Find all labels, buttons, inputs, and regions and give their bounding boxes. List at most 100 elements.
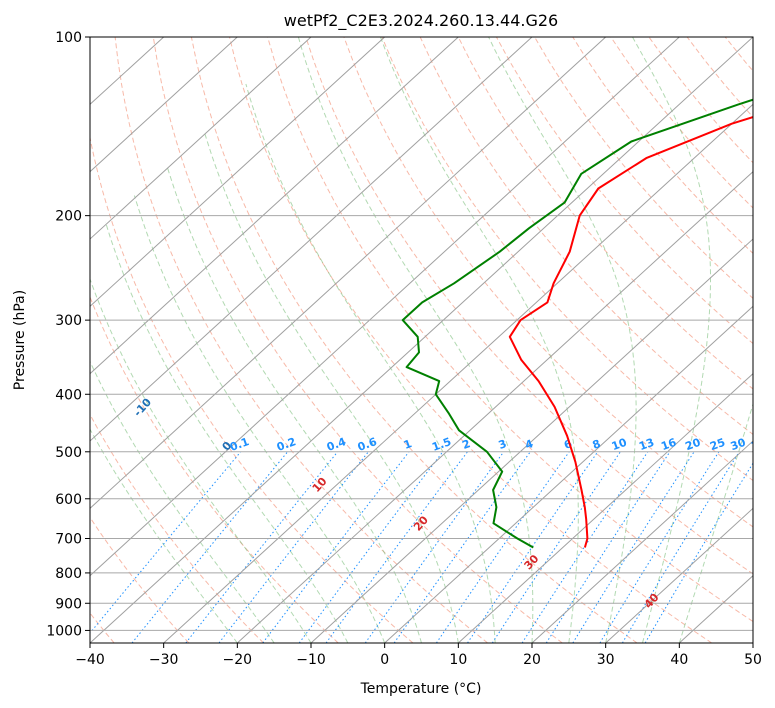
- reference-labels: 0.10.20.40.611.52346810131620253036-100-…: [0, 318, 768, 611]
- y-axis-label: Pressure (hPa): [12, 290, 28, 390]
- dry-adiabat: [763, 37, 775, 643]
- reference-lines: [90, 37, 775, 643]
- y-tick-label: 600: [55, 492, 82, 508]
- x-tick-label: −20: [223, 652, 253, 668]
- moist-adiabat: [166, 165, 422, 643]
- mixing-ratio-label: 16: [659, 436, 678, 454]
- dry-adiabat: [267, 37, 753, 623]
- x-axis-ticks: −40 −30 −20 −10 0 10 20 30 40 50: [75, 643, 762, 668]
- moist-adiabat: [488, 37, 637, 643]
- isotherm-line: [90, 37, 238, 173]
- moist-adiabat: [245, 83, 496, 643]
- isotherm-line: [90, 37, 607, 510]
- y-tick-label: 100: [55, 30, 82, 46]
- mixing-ratio-label: 25: [708, 436, 727, 453]
- y-axis-ticks: 100 200 300 400 500 600 700 800 900 1000: [46, 30, 90, 639]
- mixing-ratio-label: 1: [402, 437, 414, 452]
- y-tick-label: 400: [55, 387, 82, 403]
- mixing-ratio-line: [521, 451, 649, 643]
- x-tick-label: 20: [523, 652, 541, 668]
- mixing-ratio-label: 36: [749, 436, 768, 454]
- mixing-ratio-line: [131, 451, 288, 643]
- x-tick-label: 0: [380, 652, 389, 668]
- isotherm-line: [457, 372, 753, 643]
- moist-adiabat: [297, 37, 534, 643]
- chart-title: wetPf2_C2E3.2024.260.13.44.G26: [284, 11, 558, 31]
- mixing-ratio-label: 30: [729, 436, 748, 454]
- isotherm-line: [531, 440, 753, 643]
- isotherm-line: [90, 37, 680, 577]
- mixing-ratio-label: 0.2: [275, 435, 298, 454]
- y-tick-label: 1000: [46, 623, 82, 639]
- isotherm-line: [163, 103, 753, 643]
- mixing-ratio-label: 2: [460, 437, 472, 452]
- x-tick-label: −30: [149, 652, 179, 668]
- mixing-ratio-line: [644, 462, 753, 643]
- mixing-ratio-line: [185, 451, 338, 643]
- mixing-ratio-line: [572, 451, 695, 643]
- mixing-ratio-label: 0.4: [325, 435, 348, 454]
- isotherm-line: [605, 507, 753, 643]
- mixing-ratio-line: [435, 451, 570, 643]
- y-tick-label: 700: [55, 532, 82, 548]
- grid-lines: [90, 37, 753, 643]
- x-tick-label: 10: [449, 652, 467, 668]
- mixing-ratio-label: 13: [637, 436, 656, 453]
- isotherm-line: [310, 238, 753, 643]
- mixing-ratio-label: 0.6: [356, 435, 379, 454]
- dry-adiabat: [343, 37, 753, 528]
- x-axis-label: Temperature (°C): [360, 681, 482, 697]
- series-lines: [401, 98, 753, 549]
- mixing-ratio-line: [621, 451, 740, 643]
- mixing-ratio-label: 20: [683, 436, 702, 454]
- dry-adiabat: [419, 37, 753, 436]
- y-tick-label: 800: [55, 566, 82, 582]
- isotherm-line: [90, 37, 459, 375]
- y-tick-label: 300: [55, 313, 82, 329]
- mixing-ratio-label: 0.1: [228, 435, 251, 454]
- y-tick-label: 900: [55, 596, 82, 612]
- x-tick-label: −40: [75, 652, 105, 668]
- mixing-ratio-line: [325, 451, 468, 643]
- x-tick-label: 30: [597, 652, 615, 668]
- dry-adiabat: [534, 37, 753, 299]
- dry-adiabat: [190, 37, 638, 643]
- dry-adiabat: [90, 413, 264, 643]
- mixing-ratio-label: 1.5: [430, 435, 453, 454]
- mixing-ratio-line: [545, 451, 671, 643]
- dry-adiabat: [305, 37, 753, 575]
- mixing-ratio-label: 10: [610, 436, 629, 454]
- mixing-ratio-line: [364, 451, 505, 643]
- dry-adiabat: [229, 37, 712, 643]
- moist-adiabat: [90, 277, 312, 643]
- moist-adiabat: [90, 428, 238, 643]
- mixing-ratio-label: 4: [523, 437, 535, 452]
- dry-adiabat-label: -30: [0, 318, 8, 342]
- mixing-ratio-line: [491, 451, 621, 643]
- dry-adiabat: [114, 37, 488, 643]
- mixing-ratio-label: 6: [562, 437, 574, 452]
- y-tick-label: 200: [55, 209, 82, 225]
- mixing-ratio-label: 3: [497, 437, 509, 452]
- isotherm-line: [752, 642, 753, 643]
- x-tick-label: 40: [670, 652, 688, 668]
- moist-adiabat: [632, 37, 711, 643]
- mixing-ratio-line: [467, 451, 599, 643]
- moist-adiabat: [380, 37, 579, 643]
- isotherm-line: [90, 37, 533, 442]
- dewpoint-profile: [401, 98, 753, 549]
- mixing-ratio-label: 8: [591, 437, 603, 452]
- mixing-ratio-line: [298, 451, 444, 643]
- isotherm-line: [90, 37, 312, 240]
- mixing-ratio-line: [90, 451, 242, 634]
- isotherm-line: [384, 305, 753, 643]
- moist-adiabat: [678, 402, 753, 643]
- dry-adiabat: [152, 37, 563, 643]
- x-tick-label: −10: [296, 652, 326, 668]
- moist-adiabat: [105, 221, 349, 643]
- x-tick-label: 50: [744, 652, 762, 668]
- moist-adiabat: [133, 195, 386, 643]
- dry-adiabat: [381, 37, 753, 482]
- mixing-ratio-line: [262, 451, 410, 643]
